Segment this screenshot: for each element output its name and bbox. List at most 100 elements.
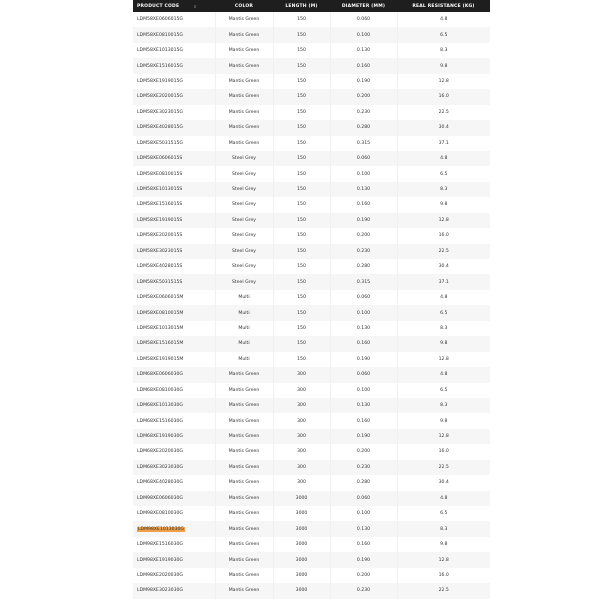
resistance-cell: 12.8: [396, 552, 490, 568]
diameter-cell: 0.200: [329, 228, 397, 244]
product-code-cell: LDM58XE1919015M: [133, 351, 215, 368]
length-cell: 150: [272, 289, 330, 306]
table-row: LDM58XE3023015G Mantis Green 150 0.230 22.5: [133, 104, 490, 121]
color-cell: Mantis Green: [214, 536, 273, 553]
color-cell: Mantis Green: [214, 42, 273, 59]
product-code-cell: LDM58XE4028015G: [133, 120, 215, 136]
diameter-cell: 0.100: [329, 382, 397, 398]
diameter-cell: 0.100: [329, 27, 397, 43]
table-row: LDM58XE1516015M Multi 150 0.160 9.8: [133, 336, 490, 352]
color-cell: Mantis Green: [214, 428, 273, 445]
highlighted-product-code: LDM98XE1013030G: [137, 526, 185, 532]
product-code-cell: LDM68XE1013030G: [133, 397, 215, 414]
color-cell: Mantis Green: [214, 552, 273, 568]
color-cell: Multi: [214, 289, 273, 306]
length-cell: 150: [272, 181, 330, 198]
diameter-cell: 0.160: [329, 197, 397, 213]
length-cell: 150: [272, 120, 330, 136]
resistance-cell: 6.5: [396, 27, 490, 43]
table-row: LDM58XE1919015S Steel Grey 150 0.190 12.8: [133, 212, 490, 229]
resistance-cell: 9.8: [396, 413, 490, 429]
product-code-cell: LDM58XE1516015S: [133, 197, 215, 213]
length-cell: 150: [272, 150, 330, 167]
product-code-cell: LDM98XE0606030G: [133, 490, 215, 506]
color-cell: Mantis Green: [214, 444, 273, 460]
color-cell: Steel Grey: [214, 274, 273, 290]
product-code-cell: LDM98XE1919030G: [133, 552, 215, 568]
color-cell: Mantis Green: [214, 73, 273, 90]
diameter-cell: 0.100: [329, 506, 397, 522]
resistance-cell: 37.1: [396, 274, 490, 290]
color-cell: Steel Grey: [214, 166, 273, 182]
color-cell: Mantis Green: [214, 120, 273, 136]
resistance-cell: 22.5: [396, 583, 490, 599]
product-code-cell: LDM58XE0606015G: [133, 12, 215, 28]
product-code-cell: LDM58XE3023015S: [133, 243, 215, 259]
diameter-cell: 0.160: [329, 58, 397, 74]
product-code-cell: LDM68XE0810030G: [133, 382, 215, 398]
diameter-cell: 0.200: [329, 567, 397, 584]
color-cell: Mantis Green: [214, 459, 273, 476]
table-row: LDM58XE0606015S Steel Grey 150 0.060 4.8: [133, 150, 490, 167]
diameter-cell: 0.160: [329, 413, 397, 429]
table-row: LDM98XE1516030G Mantis Green 3000 0.160 9.8: [133, 536, 490, 553]
length-cell: 300: [272, 459, 330, 476]
product-code-cell: LDM98XE1516030G: [133, 536, 215, 553]
diameter-cell: 0.130: [329, 397, 397, 414]
table-row: LDM58XE1516015G Mantis Green 150 0.160 9.8: [133, 58, 490, 74]
table-row: LDM98XE2020030G Mantis Green 3000 0.200 16.0: [133, 567, 490, 584]
resistance-cell: 30.4: [396, 475, 490, 491]
resistance-cell: 12.8: [396, 428, 490, 445]
table-row: LDM58XE1013015G Mantis Green 150 0.130 8.3: [133, 42, 490, 59]
length-cell: 150: [272, 104, 330, 121]
header-length[interactable]: LENGTH (M): [273, 0, 330, 12]
table-row: LDM58XE1919015M Multi 150 0.190 12.8: [133, 351, 490, 368]
resistance-cell: 16.0: [396, 89, 490, 105]
resistance-cell: 22.5: [396, 459, 490, 476]
diameter-cell: 0.190: [329, 428, 397, 445]
color-cell: Mantis Green: [214, 567, 273, 584]
color-cell: Mantis Green: [214, 521, 273, 537]
header-color[interactable]: COLOR: [215, 0, 273, 12]
color-cell: Steel Grey: [214, 181, 273, 198]
length-cell: 3000: [272, 490, 330, 506]
table-row: LDM98XE1919030G Mantis Green 3000 0.190 12.8: [133, 552, 490, 568]
table-row: LDM68XE1919030G Mantis Green 300 0.190 12.8: [133, 428, 490, 445]
color-cell: Mantis Green: [214, 89, 273, 105]
diameter-cell: 0.190: [329, 552, 397, 568]
product-code-cell: LDM58XE1013015M: [133, 320, 215, 337]
length-cell: 300: [272, 397, 330, 414]
product-table: PRODUCT CODE ⇕ COLOR LENGTH (M) DIAMETER …: [133, 0, 490, 599]
table-row: LDM58XE1013015S Steel Grey 150 0.130 8.3: [133, 181, 490, 198]
header-resistance[interactable]: REAL RESISTANCE (KG): [397, 0, 490, 12]
table-row: LDM68XE4028030G Mantis Green 300 0.280 30.4: [133, 475, 490, 491]
length-cell: 150: [272, 27, 330, 43]
diameter-cell: 0.100: [329, 166, 397, 182]
product-code-cell: LDM58XE3023015G: [133, 104, 215, 121]
diameter-cell: 0.280: [329, 259, 397, 275]
length-cell: 150: [272, 212, 330, 229]
length-cell: 3000: [272, 552, 330, 568]
length-cell: 150: [272, 243, 330, 259]
length-cell: 300: [272, 413, 330, 429]
product-code-cell: LDM58XE0810015G: [133, 27, 215, 43]
sort-icon[interactable]: ⇕: [193, 3, 197, 9]
length-cell: 150: [272, 73, 330, 90]
product-code-cell: LDM98XE1013030G: [133, 521, 215, 537]
resistance-cell: 4.8: [396, 490, 490, 506]
length-cell: 150: [272, 12, 330, 28]
length-cell: 150: [272, 320, 330, 337]
product-code-cell: LDM58XE0606015S: [133, 150, 215, 167]
length-cell: 150: [272, 166, 330, 182]
table-row: LDM58XE0810015S Steel Grey 150 0.100 6.5: [133, 166, 490, 182]
length-cell: 3000: [272, 583, 330, 599]
table-row: LDM98XE0606030G Mantis Green 3000 0.060 4.8: [133, 490, 490, 506]
color-cell: Steel Grey: [214, 228, 273, 244]
header-product-code[interactable]: PRODUCT CODE ⇕: [133, 0, 215, 12]
product-code-cell: LDM98XE3023030G: [133, 583, 215, 599]
diameter-cell: 0.160: [329, 536, 397, 553]
diameter-cell: 0.230: [329, 243, 397, 259]
resistance-cell: 4.8: [396, 12, 490, 28]
header-diameter[interactable]: DIAMETER (MM): [330, 0, 397, 12]
table-row: LDM58XE4028015S Steel Grey 150 0.280 30.4: [133, 259, 490, 275]
